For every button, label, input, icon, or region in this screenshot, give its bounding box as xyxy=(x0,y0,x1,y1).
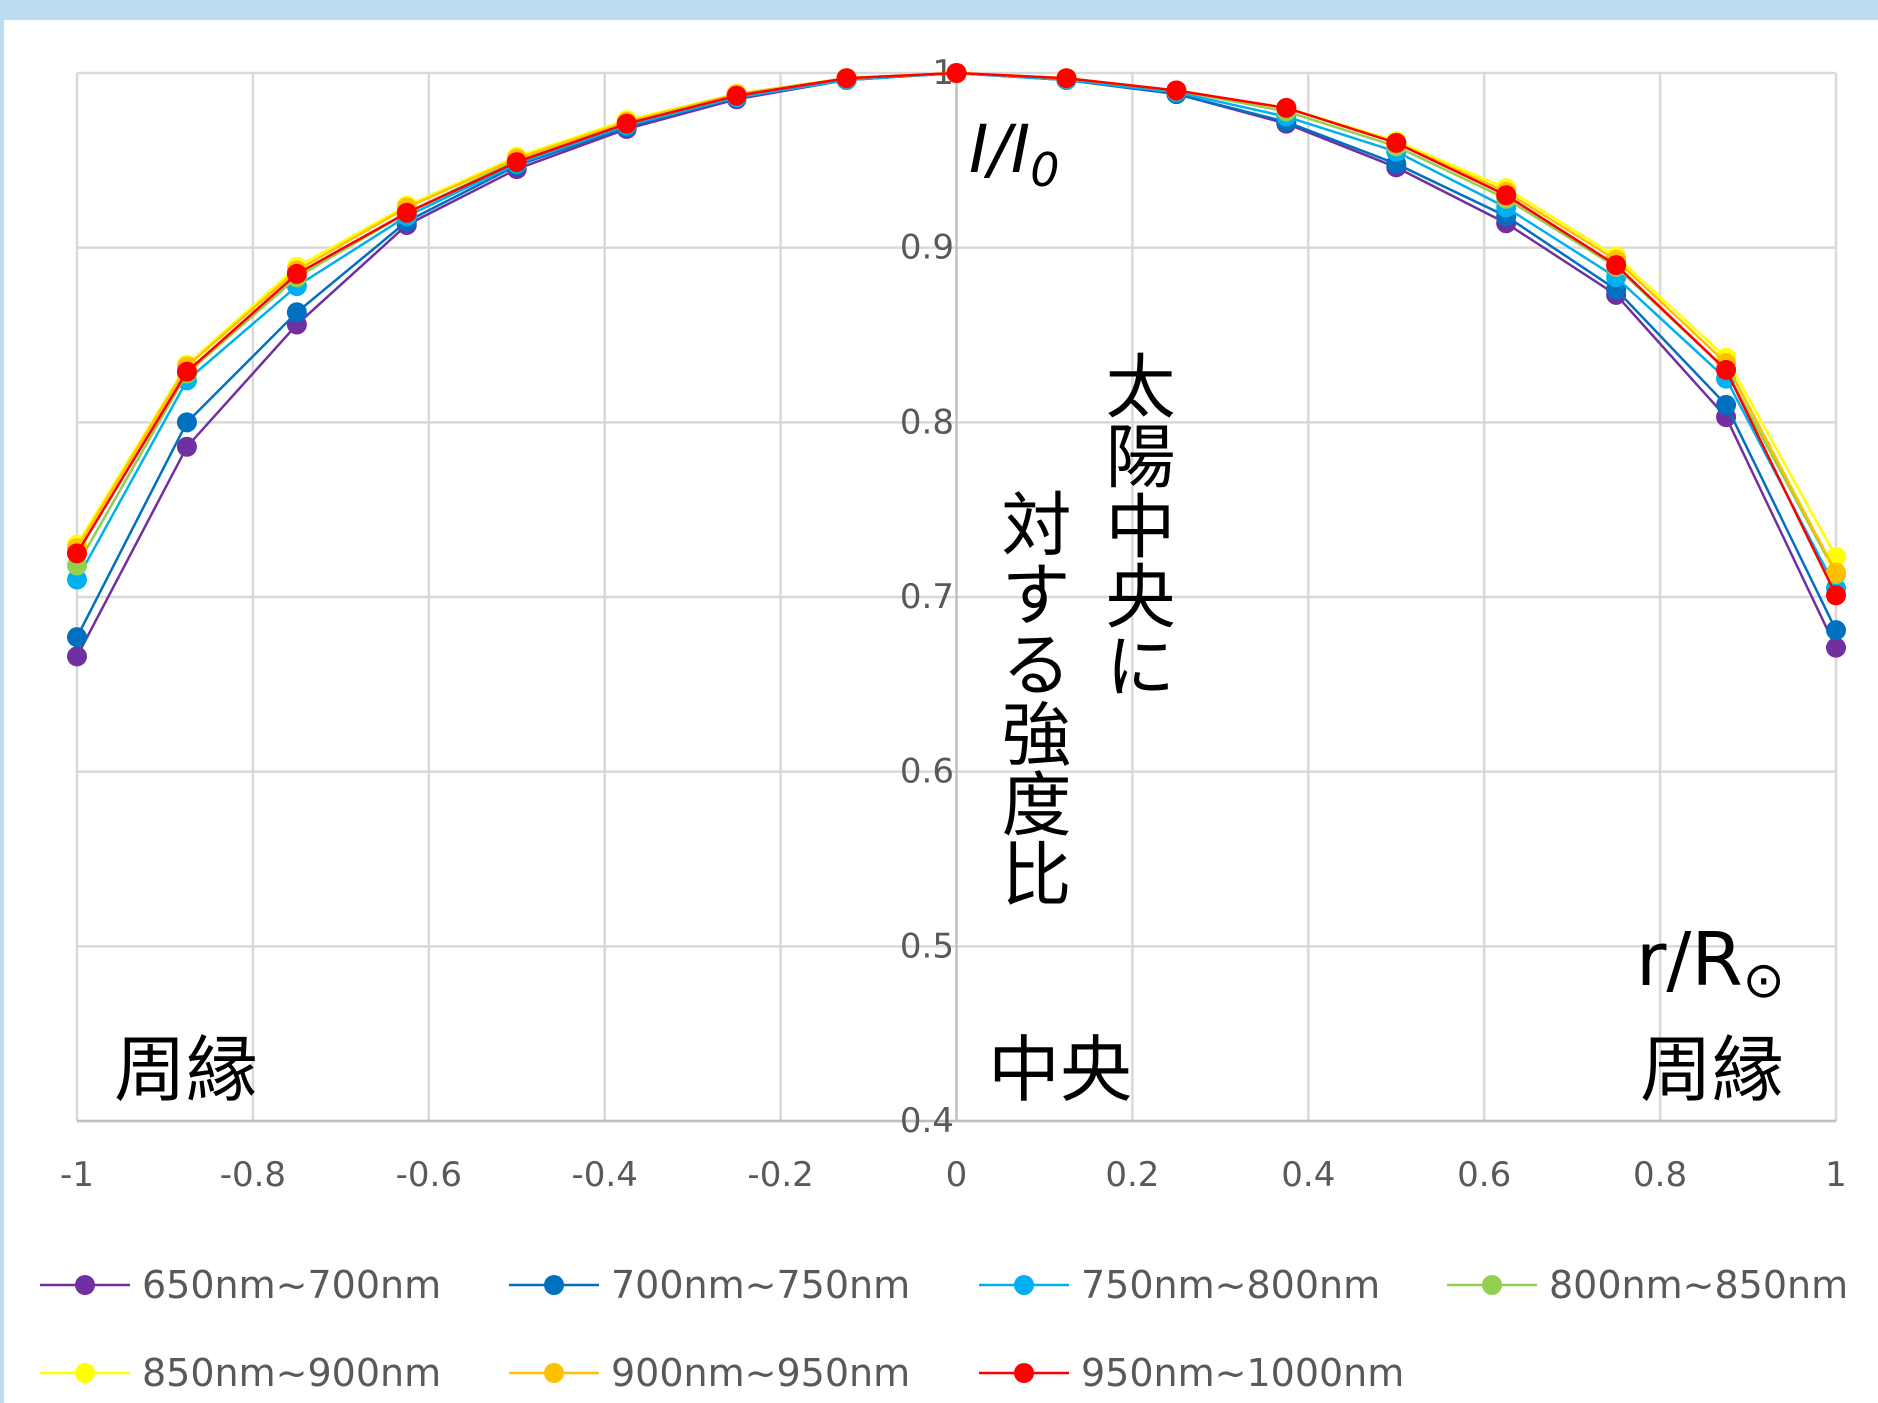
data-point xyxy=(1826,585,1846,606)
legend: 650nm~700nm 700nm~750nm 750nm~800nm 800nm~8… xyxy=(40,1263,1848,1395)
x-axis-label-main: r/R xyxy=(1636,917,1743,1003)
data-point xyxy=(616,113,637,134)
x-tick-label: -0.4 xyxy=(572,1155,638,1195)
y-tick-label: 0.6 xyxy=(900,752,954,792)
center-label: 中央 xyxy=(988,1028,1132,1112)
data-point xyxy=(1496,185,1517,206)
legend-marker xyxy=(1014,1275,1034,1295)
legend-marker xyxy=(544,1363,564,1383)
data-point xyxy=(1716,359,1737,380)
y-axis-label-main: I xyxy=(969,111,988,188)
data-point xyxy=(396,202,417,223)
legend-marker xyxy=(1482,1275,1502,1295)
data-point xyxy=(506,152,527,173)
data-point xyxy=(176,412,197,433)
data-point xyxy=(1826,637,1846,658)
legend-label: 800nm~850nm xyxy=(1549,1263,1848,1307)
y-tick-label: 0.7 xyxy=(900,577,954,617)
legend-marker xyxy=(544,1275,564,1295)
y-axis-label: I/I0 xyxy=(969,111,1059,197)
y-axis-label-denom: I xyxy=(1011,111,1030,188)
x-axis-label-sun-symbol: ⊙ xyxy=(1743,951,1785,1009)
data-point xyxy=(726,85,747,106)
chart-frame: 0.4 0.5 0.6 0.7 0.8 0.9 1 -1 -0.8 -0.6 -0.4 -0.2 0 0… xyxy=(4,20,1878,1403)
data-point xyxy=(1606,255,1627,276)
data-point xyxy=(1826,562,1846,583)
vertical-label-intensity-ratio: 対する強度比 xyxy=(990,488,1072,908)
data-point xyxy=(1716,394,1737,415)
legend-item: 850nm~900nm xyxy=(40,1351,441,1395)
data-point xyxy=(67,569,87,590)
limb-darkening-chart: 0.4 0.5 0.6 0.7 0.8 0.9 1 -1 -0.8 -0.6 -0.4 -0.2 0 0… xyxy=(40,53,1848,1395)
legend-label: 650nm~700nm xyxy=(142,1263,441,1307)
series-7 xyxy=(67,63,1846,606)
x-tick-labels: -1 -0.8 -0.6 -0.4 -0.2 0 0.2 0.4 0.6 0.8 1 xyxy=(60,1155,1847,1195)
vertical-label-sun-center: 太陽中央に xyxy=(1094,350,1176,700)
legend-item: 650nm~700nm xyxy=(40,1263,441,1307)
left-limb-label: 周縁 xyxy=(114,1028,258,1112)
x-tick-label: 0.6 xyxy=(1457,1155,1511,1195)
legend-label: 700nm~750nm xyxy=(611,1263,910,1307)
y-axis-label-sub: 0 xyxy=(1030,143,1059,197)
data-point xyxy=(946,63,967,83)
legend-marker xyxy=(1014,1363,1034,1383)
legend-item: 800nm~850nm xyxy=(1447,1263,1848,1307)
legend-item: 700nm~750nm xyxy=(509,1263,910,1307)
right-limb-label: 周縁 xyxy=(1640,1028,1784,1112)
data-point xyxy=(286,302,307,323)
data-point xyxy=(67,646,87,667)
data-point xyxy=(67,627,87,648)
x-tick-label: 0.4 xyxy=(1281,1155,1335,1195)
x-tick-label: -0.6 xyxy=(396,1155,462,1195)
data-point xyxy=(1166,80,1187,101)
data-point xyxy=(1056,68,1077,89)
data-point xyxy=(1276,97,1297,118)
data-point xyxy=(67,543,87,564)
y-tick-label: 0.8 xyxy=(900,402,954,442)
data-point xyxy=(176,361,197,382)
legend-label: 850nm~900nm xyxy=(142,1351,441,1395)
legend-label: 900nm~950nm xyxy=(611,1351,910,1395)
data-point xyxy=(176,436,197,457)
y-tick-label: 0.4 xyxy=(900,1101,954,1141)
data-point xyxy=(1386,132,1407,153)
x-tick-label: -0.8 xyxy=(220,1155,286,1195)
legend-label: 750nm~800nm xyxy=(1081,1263,1380,1307)
data-point xyxy=(1826,620,1846,641)
x-tick-label: 0.2 xyxy=(1105,1155,1159,1195)
x-tick-label: -1 xyxy=(60,1155,94,1195)
legend-marker xyxy=(75,1363,95,1383)
legend-item: 750nm~800nm xyxy=(979,1263,1380,1307)
legend-item: 900nm~950nm xyxy=(509,1351,910,1395)
x-tick-label: 0.8 xyxy=(1633,1155,1687,1195)
legend-label: 950nm~1000nm xyxy=(1081,1351,1404,1395)
x-tick-label: 1 xyxy=(1825,1155,1847,1195)
series-group xyxy=(67,63,1846,667)
legend-marker xyxy=(75,1275,95,1295)
data-point xyxy=(836,68,857,89)
data-point xyxy=(286,263,307,284)
legend-item: 950nm~1000nm xyxy=(979,1351,1404,1395)
y-tick-label: 0.5 xyxy=(900,926,954,966)
x-tick-label: 0 xyxy=(946,1155,968,1195)
x-axis-label: r/R⊙ xyxy=(1636,917,1785,1009)
y-tick-label: 0.9 xyxy=(900,228,954,268)
x-tick-label: -0.2 xyxy=(747,1155,813,1195)
y-tick-labels: 0.40.50.60.70.80.91 xyxy=(900,53,954,1141)
